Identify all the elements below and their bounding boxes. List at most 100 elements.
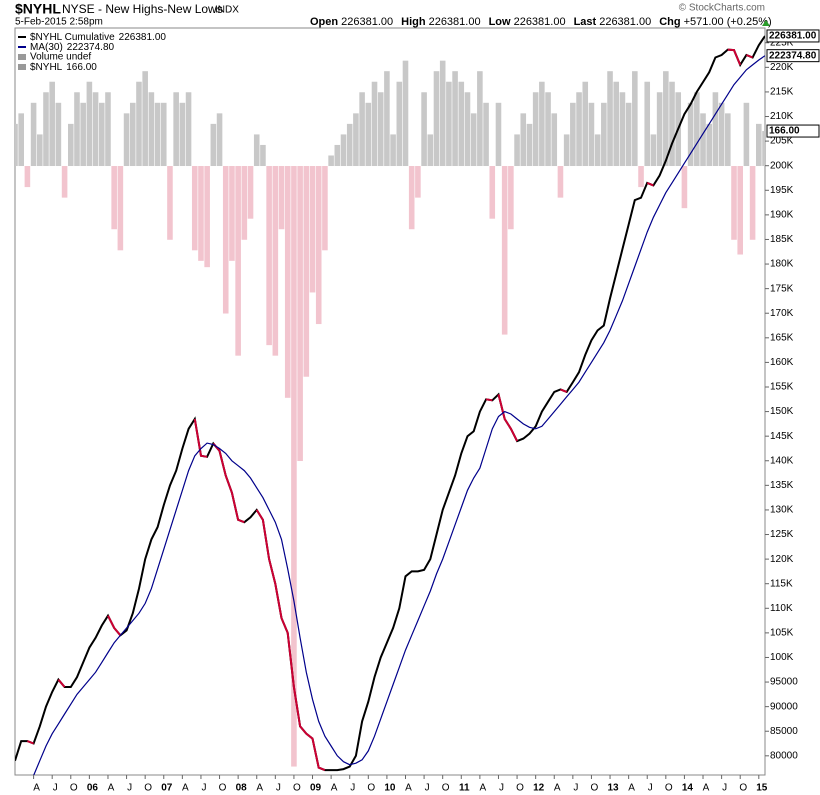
nyhl-bar bbox=[594, 134, 601, 167]
nyhl-bar bbox=[656, 92, 663, 167]
x-tick-label: A bbox=[554, 783, 561, 794]
x-tick-label: J bbox=[722, 783, 727, 794]
nyhl-bar bbox=[98, 102, 105, 167]
nyhl-bar bbox=[322, 166, 328, 251]
symbol: $NYHL bbox=[15, 1, 61, 17]
quote-value: 226381.00 bbox=[429, 16, 481, 28]
x-tick-label: O bbox=[219, 783, 227, 794]
y-tick-label: 185K bbox=[770, 234, 794, 245]
y-tick-label: 165K bbox=[770, 332, 794, 343]
exchange: INDX bbox=[215, 5, 239, 16]
x-tick-label: O bbox=[591, 783, 599, 794]
nyhl-bar bbox=[601, 102, 607, 167]
y-tick-label: 110K bbox=[770, 603, 793, 614]
quote-label: Low bbox=[489, 16, 511, 28]
value-badge-label: 222374.80 bbox=[769, 50, 817, 61]
x-tick-label: J bbox=[276, 783, 281, 794]
x-tick-label: A bbox=[480, 783, 487, 794]
y-tick-label: 125K bbox=[770, 529, 794, 540]
down-line bbox=[485, 398, 493, 402]
quote-label: Chg bbox=[659, 16, 680, 28]
y-tick-label: 195K bbox=[770, 185, 794, 196]
legend-name: MA(30) bbox=[30, 42, 63, 53]
nyhl-bar bbox=[123, 113, 130, 167]
nyhl-bar bbox=[365, 102, 372, 167]
nyhl-bar bbox=[353, 113, 359, 167]
nyhl-bar bbox=[570, 102, 576, 167]
nyhl-bar bbox=[756, 123, 762, 167]
y-tick-label: 200K bbox=[770, 160, 794, 171]
x-tick-label: J bbox=[648, 783, 653, 794]
nyhl-bar bbox=[588, 102, 595, 167]
legend-value: 166.00 bbox=[66, 62, 97, 73]
nyhl-bar bbox=[681, 166, 688, 209]
nyhl-bar bbox=[216, 113, 223, 167]
nyhl-bar bbox=[117, 166, 124, 251]
nyhl-bar bbox=[340, 134, 347, 167]
x-tick-label: O bbox=[144, 783, 152, 794]
x-tick-label: 15 bbox=[756, 783, 768, 794]
quote-label: High bbox=[401, 16, 426, 28]
y-tick-label: 150K bbox=[770, 406, 794, 417]
nyhl-bar bbox=[501, 166, 508, 335]
chart-title: NYSE - New Highs-New Lows bbox=[62, 2, 223, 16]
x-tick-label: O bbox=[367, 783, 375, 794]
down-line bbox=[107, 615, 122, 636]
x-tick-label: A bbox=[628, 783, 635, 794]
y-tick-label: 80000 bbox=[770, 750, 798, 761]
nyhl-bar bbox=[415, 166, 421, 198]
y-tick-label: 95000 bbox=[770, 677, 798, 688]
y-tick-label: 220K bbox=[770, 62, 794, 73]
x-tick-label: A bbox=[331, 783, 338, 794]
nyhl-bar bbox=[222, 166, 229, 314]
value-badge bbox=[766, 49, 820, 63]
nyhl-bar bbox=[80, 102, 86, 167]
nyhl-bar bbox=[477, 71, 483, 167]
x-tick-label: O bbox=[70, 783, 78, 794]
nyhl-bar bbox=[427, 134, 434, 167]
nyhl-bar bbox=[247, 166, 254, 219]
nyhl-bar bbox=[179, 102, 186, 167]
nyhl-bar bbox=[650, 134, 657, 167]
x-tick-label: J bbox=[201, 783, 206, 794]
value-badge bbox=[766, 124, 820, 138]
nyhl-bar bbox=[129, 102, 136, 167]
legend-name: $NYHL Cumulative bbox=[30, 32, 115, 43]
nyhl-bar bbox=[762, 131, 765, 167]
nyhl-bar bbox=[284, 166, 291, 398]
x-tick-label: 11 bbox=[459, 783, 470, 794]
nyhl-bar bbox=[260, 144, 266, 167]
x-tick-label: J bbox=[350, 783, 355, 794]
y-tick-label: 105K bbox=[770, 628, 794, 639]
x-tick-label: A bbox=[182, 783, 189, 794]
nyhl-bar bbox=[632, 71, 638, 167]
nyhl-bar bbox=[173, 92, 179, 167]
y-tick-label: 120K bbox=[770, 554, 794, 565]
nyhl-bar bbox=[291, 166, 297, 767]
nyhl-bar bbox=[700, 113, 706, 167]
y-tick-label: 135K bbox=[770, 480, 794, 491]
x-tick-label: 13 bbox=[607, 783, 619, 794]
nyhl-bar bbox=[576, 92, 582, 167]
y-tick-label: 130K bbox=[770, 505, 794, 516]
nyhl-bar bbox=[18, 113, 24, 167]
y-tick-label: 100K bbox=[770, 652, 794, 663]
legend-swatch bbox=[18, 64, 26, 70]
nyhl-bar bbox=[198, 166, 204, 261]
nyhl-bar bbox=[433, 71, 440, 167]
nyhl-bar bbox=[607, 71, 613, 167]
y-tick-label: 180K bbox=[770, 259, 794, 270]
nyhl-bar bbox=[334, 144, 341, 167]
y-tick-label: 170K bbox=[770, 308, 794, 319]
nyhl-bar bbox=[464, 92, 471, 167]
nyhl-bar bbox=[241, 166, 248, 240]
nyhl-bar bbox=[725, 113, 731, 167]
x-tick-label: A bbox=[108, 783, 115, 794]
legend-name: $NYHL bbox=[30, 62, 63, 73]
nyhl-bar bbox=[514, 134, 520, 167]
down-line bbox=[193, 418, 208, 458]
plot-area bbox=[15, 35, 765, 775]
x-tick-label: 06 bbox=[87, 783, 99, 794]
nyhl-bar bbox=[408, 166, 415, 230]
